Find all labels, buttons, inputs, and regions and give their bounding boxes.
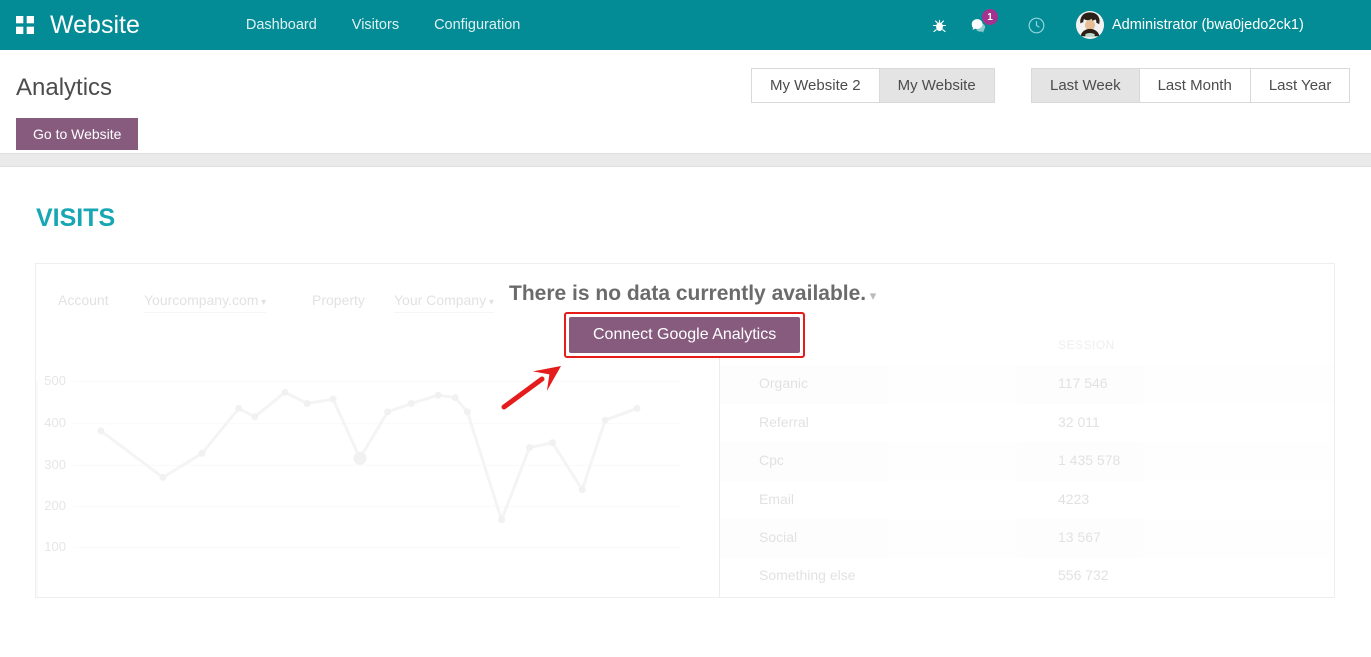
svg-text:200: 200	[44, 498, 66, 513]
svg-text:300: 300	[44, 457, 66, 472]
svg-text:500: 500	[44, 373, 66, 388]
svg-text:400: 400	[44, 415, 66, 430]
svg-text:100: 100	[44, 539, 66, 554]
